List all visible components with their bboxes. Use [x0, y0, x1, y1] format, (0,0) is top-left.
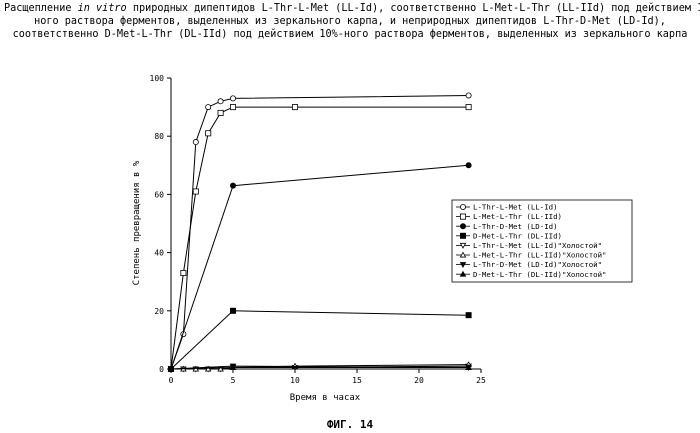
legend-entry: L-Met-L-Thr (LL-IId)"Холостой": [456, 251, 607, 260]
data-point: [230, 96, 235, 101]
legend-label: L-Thr-D-Met (LD-Id)"Холостой": [473, 260, 602, 269]
data-point: [193, 139, 198, 144]
chart-legend: L-Thr-L-Met (LL-Id)L-Met-L-Thr (LL-IId)L…: [452, 200, 632, 282]
data-point: [206, 105, 211, 110]
legend-label: L-Thr-L-Met (LL-Id)"Холостой": [473, 241, 602, 250]
series-2: [168, 105, 471, 372]
x-tick-label: 25: [476, 376, 486, 385]
chart-series: [168, 93, 471, 372]
legend-marker: [460, 214, 465, 219]
legend-label: L-Met-L-Thr (LL-IId)"Холостой": [473, 251, 607, 260]
data-point: [193, 189, 198, 194]
data-point: [218, 110, 223, 115]
series-3: [168, 163, 471, 372]
legend-marker: [460, 204, 465, 209]
legend-label: L-Met-L-Thr (LL-IId): [473, 212, 562, 221]
data-point: [230, 183, 235, 188]
data-point: [466, 93, 471, 98]
x-tick-label: 20: [414, 376, 424, 385]
legend-marker: [460, 224, 465, 229]
legend-entry: L-Thr-D-Met (LD-Id)"Холостой": [456, 260, 602, 269]
x-tick-label: 10: [290, 376, 300, 385]
x-axis-label: Время в часах: [290, 393, 361, 403]
data-point: [466, 313, 471, 318]
legend-label: L-Thr-L-Met (LL-Id): [473, 203, 558, 212]
data-point: [206, 131, 211, 136]
y-tick-label: 60: [154, 190, 164, 199]
data-point: [292, 105, 297, 110]
legend-label: D-Met-L-Thr (DL-IId): [473, 231, 562, 240]
y-tick-label: 0: [159, 365, 164, 374]
data-point: [466, 105, 471, 110]
legend-entry: L-Thr-L-Met (LL-Id)"Холостой": [456, 241, 602, 250]
data-point: [218, 99, 223, 104]
series-1: [168, 93, 471, 372]
series-line: [171, 165, 469, 369]
data-point: [466, 163, 471, 168]
y-axis-label: Степень превращения в %: [132, 160, 142, 285]
x-tick-label: 15: [352, 376, 362, 385]
legend-marker: [460, 233, 465, 238]
series-4: [168, 308, 471, 371]
y-tick-label: 80: [154, 132, 164, 141]
x-tick-label: 0: [169, 376, 174, 385]
y-tick-label: 100: [150, 74, 165, 83]
legend-entry: D-Met-L-Thr (DL-IId)"Холостой": [456, 270, 607, 279]
series-line: [171, 311, 469, 369]
y-tick-label: 40: [154, 249, 164, 258]
series-line: [171, 96, 469, 370]
legend-label: L-Thr-D-Met (LD-Id): [473, 222, 558, 231]
x-tick-label: 5: [231, 376, 236, 385]
data-point: [230, 308, 235, 313]
data-point: [230, 105, 235, 110]
figure-number: ФИГ. 14: [0, 418, 700, 431]
data-point: [181, 270, 186, 275]
chart-axes: 0 5 10 15 20 25 0 20 40 60 80 100: [150, 74, 486, 385]
y-tick-label: 20: [154, 307, 164, 316]
legend-label: D-Met-L-Thr (DL-IId)"Холостой": [473, 270, 607, 279]
